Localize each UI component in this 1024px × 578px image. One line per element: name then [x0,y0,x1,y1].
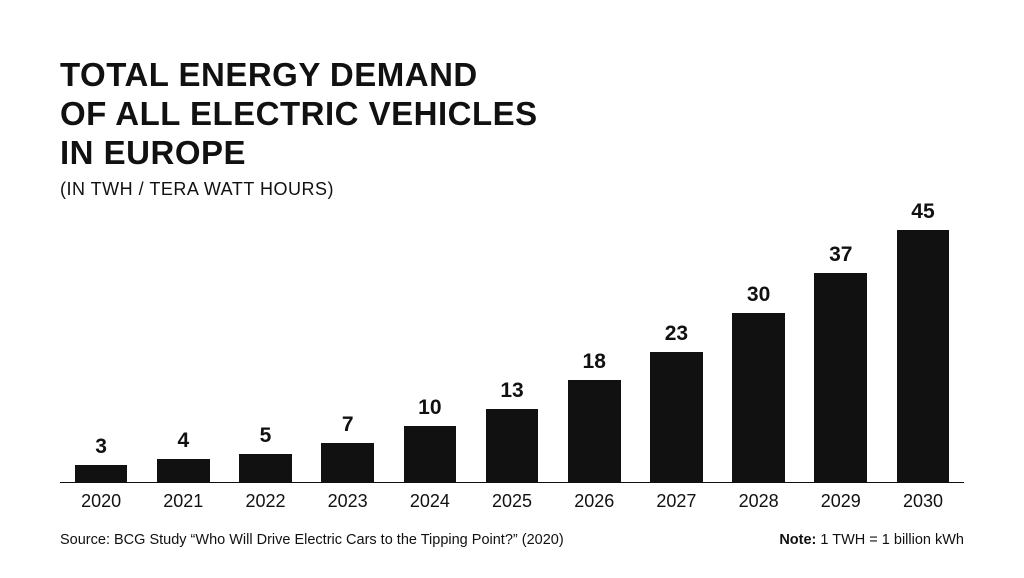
bar-rect [732,313,785,482]
bar-rect [321,443,374,483]
bar-value-label: 4 [177,429,189,453]
bar-value-label: 10 [418,396,441,420]
bar-item: 7 [307,200,389,482]
bar-item: 45 [882,200,964,482]
bar-value-label: 3 [95,435,107,459]
x-axis: 2020202120222023202420252026202720282029… [60,491,964,512]
bar-item: 18 [553,200,635,482]
bar-rect [486,409,539,482]
x-tick: 2024 [389,491,471,512]
bar-item: 3 [60,200,142,482]
x-tick: 2028 [718,491,800,512]
title-line-3: IN EUROPE [60,134,246,171]
bar-item: 13 [471,200,553,482]
bar-item: 30 [718,200,800,482]
bar-value-label: 5 [260,424,272,448]
note-value: 1 TWH = 1 billion kWh [816,532,964,548]
bar-value-label: 23 [665,322,688,346]
x-tick: 2022 [224,491,306,512]
bar-rect [814,273,867,482]
bar-value-label: 13 [500,379,523,403]
bar-value-label: 45 [911,200,934,224]
bar-rect [75,465,128,482]
bar-rect [157,459,210,482]
title-line-1: TOTAL ENERGY DEMAND [60,56,478,93]
x-tick: 2021 [142,491,224,512]
chart-container: TOTAL ENERGY DEMAND OF ALL ELECTRIC VEHI… [0,0,1024,578]
source-text: Source: BCG Study “Who Will Drive Electr… [60,532,564,548]
x-tick: 2029 [800,491,882,512]
x-tick: 2023 [307,491,389,512]
note-label: Note: [779,532,816,548]
x-tick: 2030 [882,491,964,512]
bar-rect [897,230,950,482]
x-tick: 2027 [635,491,717,512]
x-tick: 2026 [553,491,635,512]
bar-item: 4 [142,200,224,482]
bar-rect [404,426,457,482]
bars-row: 345710131823303745 [60,200,964,483]
bar-value-label: 37 [829,243,852,267]
chart-footer: Source: BCG Study “Who Will Drive Electr… [60,532,964,548]
x-tick: 2020 [60,491,142,512]
x-tick: 2025 [471,491,553,512]
bar-item: 5 [224,200,306,482]
chart-subtitle: (IN TWH / TERA WATT HOURS) [60,179,964,200]
bar-rect [568,380,621,482]
title-block: TOTAL ENERGY DEMAND OF ALL ELECTRIC VEHI… [60,56,964,200]
title-line-2: OF ALL ELECTRIC VEHICLES [60,95,538,132]
bar-rect [239,454,292,482]
bar-value-label: 18 [583,350,606,374]
bar-item: 37 [800,200,882,482]
bar-rect [650,352,703,482]
chart-title: TOTAL ENERGY DEMAND OF ALL ELECTRIC VEHI… [60,56,964,173]
chart-area: 345710131823303745 202020212022202320242… [60,200,964,512]
bar-item: 23 [635,200,717,482]
note-text: Note: 1 TWH = 1 billion kWh [779,532,964,548]
bar-value-label: 30 [747,283,770,307]
bar-value-label: 7 [342,413,354,437]
bar-item: 10 [389,200,471,482]
